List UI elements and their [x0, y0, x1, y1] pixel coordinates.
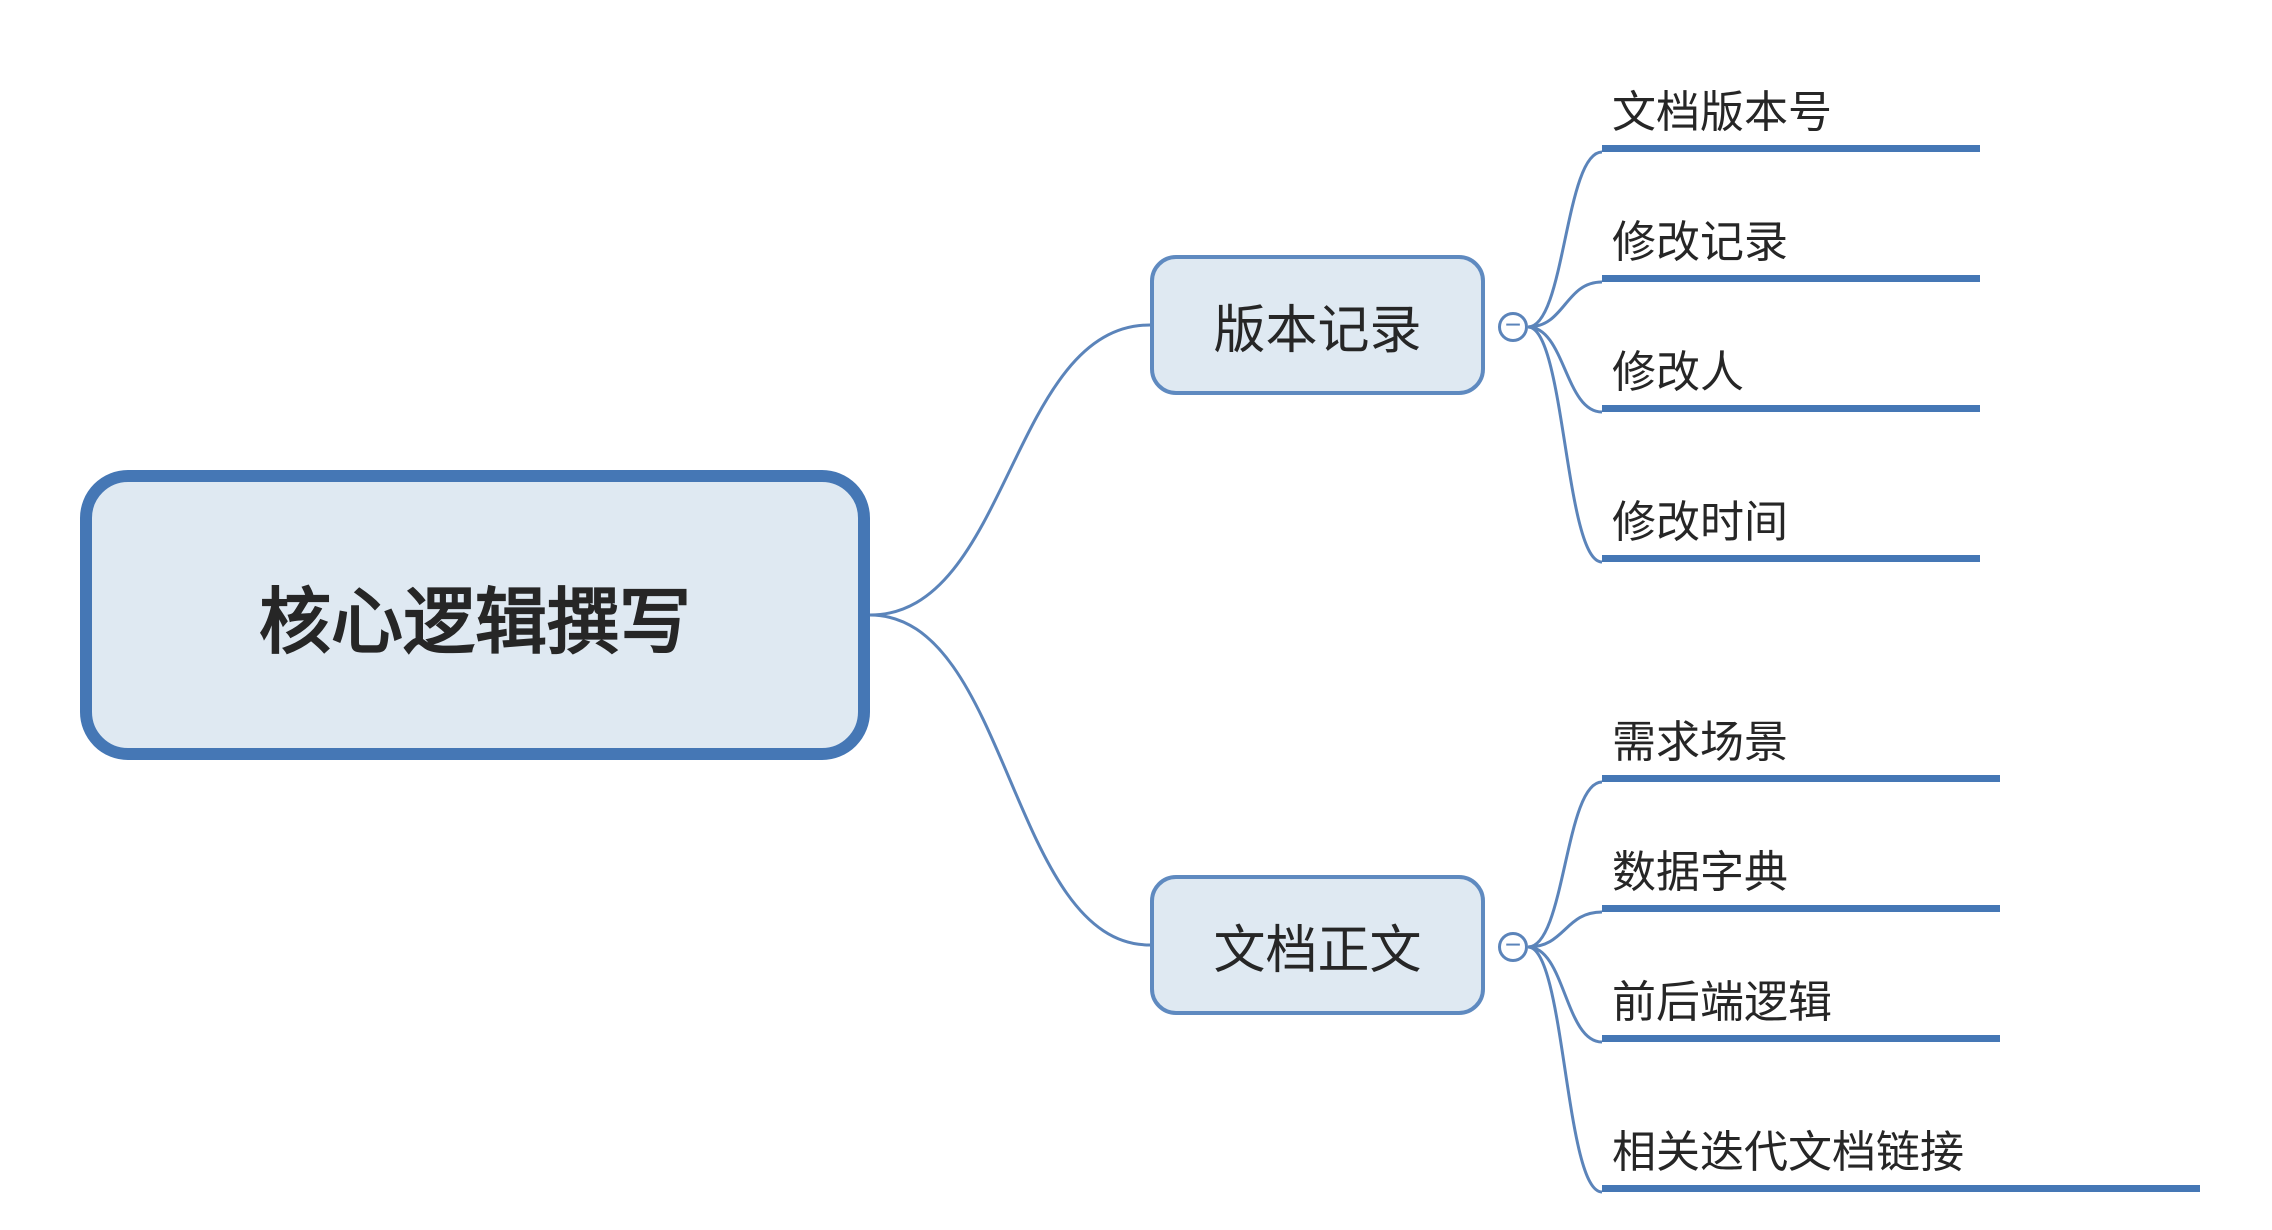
- leaf-node-version-2[interactable]: 修改人: [1602, 330, 1980, 412]
- collapse-button-version[interactable]: [1498, 312, 1528, 342]
- leaf-node-body-5[interactable]: 数据字典: [1602, 830, 2000, 912]
- leaf-node-body-7[interactable]: 相关迭代文档链接: [1602, 1110, 2200, 1192]
- mid-node-version[interactable]: 版本记录: [1150, 255, 1485, 395]
- root-node[interactable]: 核心逻辑撰写: [80, 470, 870, 760]
- mid-node-body[interactable]: 文档正文: [1150, 875, 1485, 1015]
- leaf-node-version-1[interactable]: 修改记录: [1602, 200, 1980, 282]
- leaf-node-body-6[interactable]: 前后端逻辑: [1602, 960, 2000, 1042]
- leaf-node-version-0[interactable]: 文档版本号: [1602, 70, 1980, 152]
- mindmap-canvas: { "mindmap": { "type": "tree", "backgrou…: [0, 0, 2272, 1230]
- leaf-node-version-3[interactable]: 修改时间: [1602, 480, 1980, 562]
- leaf-node-body-4[interactable]: 需求场景: [1602, 700, 2000, 782]
- collapse-button-body[interactable]: [1498, 932, 1528, 962]
